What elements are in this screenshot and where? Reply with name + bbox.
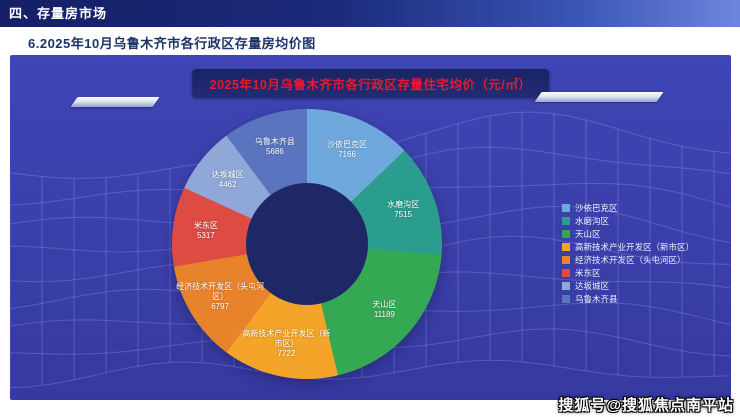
legend-item: 水磨沟区 (562, 216, 694, 226)
legend-item: 乌鲁木齐县 (562, 294, 694, 304)
chart-legend: 沙依巴克区水磨沟区天山区高新技术产业开发区（新市区） 经济技术开发区（头屯河区） 米… (562, 203, 694, 304)
chart-panel: 2025年10月乌鲁木齐市各行政区存量住宅均价（元/㎡） 沙依巴克区 7166 水磨… (10, 55, 731, 400)
section-header-bar: 四、存量房市场 (0, 0, 740, 27)
donut-chart-area: 沙依巴克区 7166 水磨沟区 7515 天山区 11189 高新技术产业开发区（新市区） 7… (172, 109, 442, 379)
legend-swatch (562, 269, 570, 277)
donut-labels: 沙依巴克区 7166 水磨沟区 7515 天山区 11189 高新技术产业开发区（新市区） 7… (172, 109, 442, 379)
legend-item: 天山区 (562, 229, 694, 239)
decorative-bar-right (534, 92, 664, 102)
legend-swatch (562, 230, 570, 238)
legend-label: 米东区 (575, 268, 601, 278)
legend-swatch (562, 243, 570, 251)
legend-label: 乌鲁木齐县 (575, 294, 618, 304)
segment-label: 水磨沟区 7515 (387, 199, 420, 219)
legend-swatch (562, 204, 570, 212)
chart-title: 2025年10月乌鲁木齐市各行政区存量住宅均价（元/㎡） (191, 69, 550, 98)
segment-label: 沙依巴克区 7166 (327, 140, 367, 160)
segment-label: 达坂城区 4462 (211, 169, 244, 189)
slide-subtitle: 6.2025年10月乌鲁木齐市各行政区存量房均价图 (28, 36, 316, 51)
legend-item: 米东区 (562, 268, 694, 278)
legend-swatch (562, 256, 570, 264)
donut-hole (246, 183, 368, 305)
segment-label: 天山区 11189 (372, 300, 397, 320)
legend-swatch (562, 217, 570, 225)
legend-item: 达坂城区 (562, 281, 694, 291)
decorative-bar-left (70, 97, 160, 107)
section-title: 四、存量房市场 (9, 6, 108, 21)
legend-label: 天山区 (575, 229, 601, 239)
legend-swatch (562, 295, 570, 303)
legend-label: 高新技术产业开发区（新市区） (575, 242, 695, 252)
legend-item: 经济技术开发区（头屯河区） (562, 255, 694, 265)
legend-label: 沙依巴克区 (575, 203, 618, 213)
segment-label: 经济技术开发区（头屯河区） 6797 (176, 282, 265, 312)
legend-swatch (562, 282, 570, 290)
watermark-text: 搜狐号@搜狐焦点南平站 (558, 397, 734, 414)
legend-item: 高新技术产业开发区（新市区） (562, 242, 694, 252)
legend-label: 水磨沟区 (575, 216, 610, 226)
segment-label: 高新技术产业开发区（新市区） 7722 (242, 328, 331, 358)
legend-label: 经济技术开发区（头屯河区） (575, 255, 686, 265)
legend-label: 达坂城区 (575, 281, 610, 291)
segment-label: 乌鲁木齐县 5686 (254, 137, 295, 157)
segment-label: 米东区 5317 (193, 220, 218, 240)
legend-item: 沙依巴克区 (562, 203, 694, 213)
